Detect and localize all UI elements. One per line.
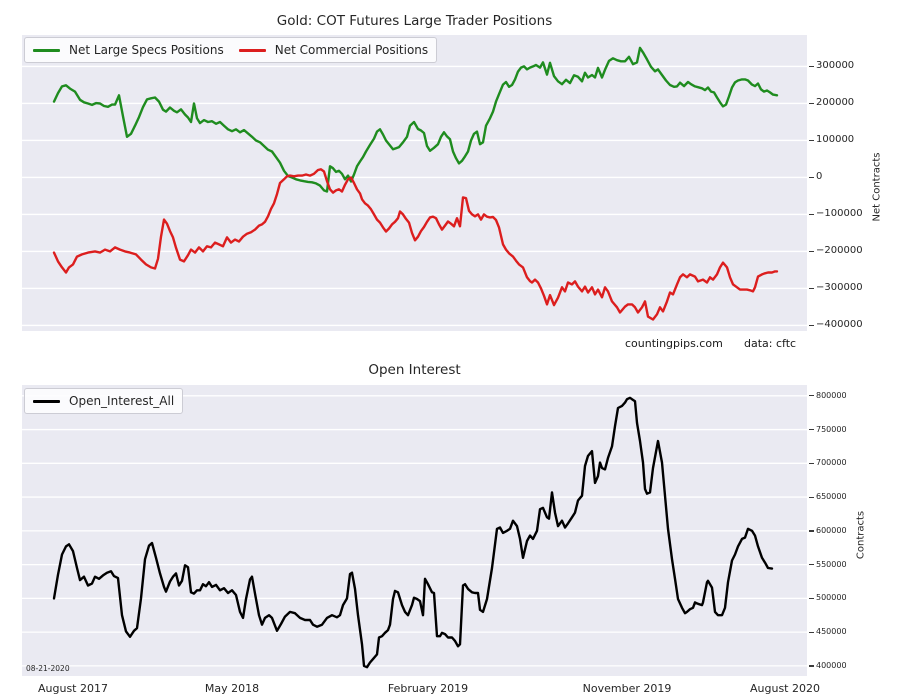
y-tick-mark: [809, 102, 814, 105]
series-line-net-commercial-positions: [52, 168, 779, 321]
y-tick-mark: [809, 250, 814, 253]
y-tick-mark: [809, 139, 814, 142]
series-line-open-interest-all: [52, 396, 774, 669]
legend-item: Net Commercial Positions: [238, 43, 429, 57]
x-tick-label: November 2019: [582, 682, 672, 695]
data-source-text: data: cftc: [744, 337, 797, 350]
top-chart-plot-area: [22, 35, 807, 331]
y-tick-label: 700000: [816, 458, 847, 468]
y-tick-label: 500000: [816, 593, 847, 603]
y-tick-mark: [809, 631, 814, 633]
y-tick-label: 400000: [816, 660, 847, 670]
chart-canvas: [22, 395, 807, 669]
y-tick-mark: [809, 213, 814, 216]
y-tick-label: 650000: [816, 492, 847, 502]
contracts-axis-label: Contracts: [855, 510, 867, 560]
x-tick-label: August 2020: [750, 682, 820, 695]
legend-item: Net Large Specs Positions: [33, 43, 224, 57]
legend-label: Net Commercial Positions: [274, 43, 429, 57]
y-tick-label: 600000: [816, 525, 847, 535]
y-tick-label: −300000: [816, 282, 863, 294]
y-tick-mark: [809, 597, 814, 600]
y-tick-label: 450000: [816, 627, 847, 637]
bottom-chart-legend: Open_Interest_All: [24, 388, 184, 414]
y-tick-mark: [809, 395, 814, 397]
y-tick-label: 550000: [816, 559, 847, 569]
y-tick-mark: [809, 665, 814, 667]
legend-line-swatch: [238, 48, 266, 52]
x-tick-label: February 2019: [387, 682, 469, 695]
y-tick-mark: [809, 429, 814, 431]
y-tick-label: 200000: [816, 97, 855, 109]
y-tick-label: 0: [816, 171, 823, 183]
chart-canvas: [22, 46, 807, 327]
y-tick-mark: [809, 176, 814, 179]
y-tick-label: 800000: [816, 390, 847, 400]
legend-item: Open_Interest_All: [33, 394, 174, 408]
y-tick-label: 300000: [816, 60, 855, 72]
y-tick-mark: [809, 65, 814, 68]
y-tick-mark: [809, 496, 814, 498]
y-tick-label: −100000: [816, 208, 863, 220]
top-chart-title: Gold: COT Futures Large Trader Positions: [276, 13, 553, 29]
x-tick-label: May 2018: [204, 682, 260, 695]
credit-text: countingpips.com: [625, 337, 723, 350]
top-chart-legend: Net Large Specs Positions Net Commercial …: [24, 37, 438, 63]
bottom-chart-title: Open Interest: [368, 362, 461, 378]
legend-label: Open_Interest_All: [69, 394, 175, 408]
y-tick-label: 100000: [816, 134, 855, 146]
y-tick-label: −400000: [816, 319, 863, 331]
bottom-chart-plot-area: [22, 385, 807, 676]
x-tick-label: August 2017: [38, 682, 108, 695]
y-tick-mark: [809, 287, 814, 290]
net-contracts-axis-label: Net Contracts: [871, 152, 883, 222]
y-tick-label: 750000: [816, 424, 847, 434]
y-tick-mark: [809, 564, 814, 566]
y-tick-mark: [809, 462, 814, 464]
legend-line-swatch: [33, 399, 60, 403]
y-tick-mark: [809, 530, 814, 532]
series-line-net-large-specs-positions: [52, 46, 779, 193]
legend-label: Net Large Specs Positions: [69, 43, 224, 57]
legend-line-swatch: [33, 48, 60, 52]
y-tick-mark: [809, 324, 814, 327]
y-tick-label: −200000: [816, 245, 863, 257]
date-stamp: 08-21-2020: [26, 664, 70, 673]
